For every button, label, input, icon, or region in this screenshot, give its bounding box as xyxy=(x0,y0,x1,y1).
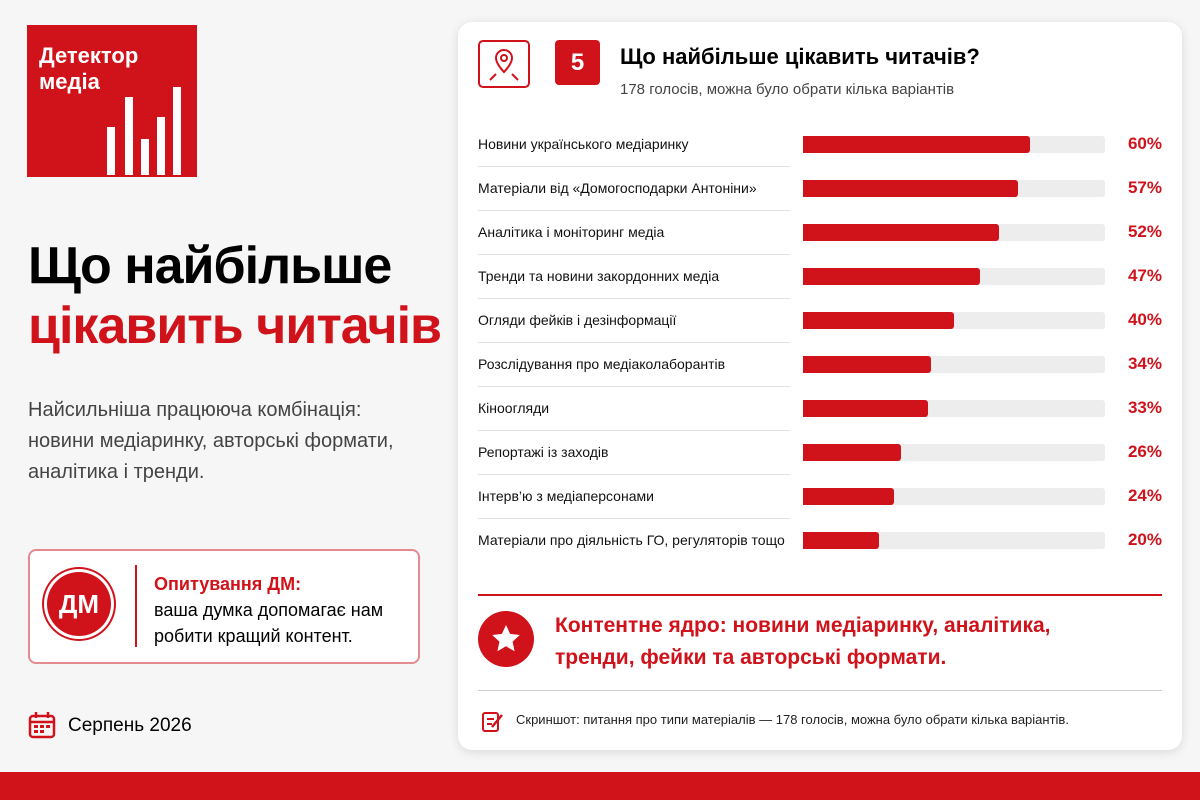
bar xyxy=(803,443,902,461)
category-label: Розслідування про медіаколаборантів xyxy=(478,356,726,372)
bar xyxy=(803,487,894,505)
conclusion-line: тренди, фейки та авторські формати. xyxy=(555,646,947,669)
note-icon xyxy=(482,712,503,732)
description-line: новини медіаринку, авторські формати, xyxy=(28,430,394,452)
row-separator xyxy=(478,386,790,387)
category-label: Кіноогляди xyxy=(478,400,550,416)
chart-panel: 5 Що найбільше цікавить читачів? 178 гол… xyxy=(458,22,1182,750)
row-separator xyxy=(478,518,790,519)
bar xyxy=(803,135,1030,153)
category-label: Матеріали від «Домогосподарки Антоніни» xyxy=(478,180,757,196)
calendar-icon xyxy=(28,712,56,739)
category-label: Огляди фейків і дезінформації xyxy=(478,312,677,328)
separator xyxy=(478,690,1162,691)
bottom-strip xyxy=(0,772,1200,800)
star-icon xyxy=(478,611,534,667)
date: Серпень 2026 xyxy=(68,715,192,736)
value-label: 57% xyxy=(1127,178,1162,197)
divider xyxy=(135,565,137,647)
conclusion: Контентне ядро: новини медіаринку, аналі… xyxy=(555,610,1050,674)
headline: Що найбільше цікавить читачів xyxy=(28,236,442,356)
value-label: 20% xyxy=(1127,530,1162,549)
chart-title: Що найбільше цікавить читачів? xyxy=(620,44,980,69)
bar-track xyxy=(803,531,1105,549)
value-label: 26% xyxy=(1127,442,1162,461)
category-label: Інтерв’ю з медіаперсонами xyxy=(478,488,654,504)
description: Найсильніша працююча комбінація: новини … xyxy=(28,395,394,488)
bar xyxy=(803,531,879,549)
survey-icon: ДМ xyxy=(44,569,114,639)
headline-line: Що найбільше xyxy=(28,237,392,295)
row-separator xyxy=(478,210,790,211)
bar xyxy=(803,223,1000,241)
row-separator xyxy=(478,430,790,431)
row-separator xyxy=(478,298,790,299)
value-label: 24% xyxy=(1127,486,1162,505)
value-label: 34% xyxy=(1127,354,1162,373)
row-separator xyxy=(478,342,790,343)
logo-line: медіа xyxy=(39,69,100,94)
survey-title: Опитування ДМ: xyxy=(154,574,302,594)
footnote: Скриншот: питання про типи матеріалів — … xyxy=(516,712,1069,727)
survey-line: ваша думка допомагає нам xyxy=(154,600,384,620)
survey-box: ДМ Опитування ДМ: ваша думка допомагає н… xyxy=(28,549,420,664)
row-separator xyxy=(478,254,790,255)
row-separator xyxy=(478,166,790,167)
value-label: 40% xyxy=(1127,310,1162,329)
bar xyxy=(803,355,932,373)
chart-subtitle: 178 голосів, можна було обрати кілька ва… xyxy=(620,81,955,98)
logo-text: Детектор медіа xyxy=(39,43,138,95)
survey-text: Опитування ДМ: ваша думка допомагає нам … xyxy=(154,571,383,649)
value-label: 60% xyxy=(1127,134,1162,153)
logo: Детектор медіа xyxy=(27,25,197,177)
bar xyxy=(803,399,928,417)
logo-line: Детектор xyxy=(39,43,139,68)
conclusion-line: Контентне ядро: новини медіаринку, аналі… xyxy=(555,614,1051,637)
question-number: 5 xyxy=(555,40,600,85)
logo-bars xyxy=(107,87,181,175)
category-label: Репортажі із заходів xyxy=(478,444,609,460)
category-label: Тренди та новини закордонних медіа xyxy=(478,268,720,284)
category-label: Аналітика і моніторинг медіа xyxy=(478,224,665,240)
value-label: 33% xyxy=(1127,398,1162,417)
bar xyxy=(803,311,954,329)
survey-line: робити кращий контент. xyxy=(154,626,353,646)
bar xyxy=(803,267,981,285)
description-line: аналітика і тренди. xyxy=(28,461,205,483)
description-line: Найсильніша працююча комбінація: xyxy=(28,399,362,421)
headline-line: цікавить читачів xyxy=(28,297,442,355)
row-separator xyxy=(478,474,790,475)
location-icon xyxy=(478,40,530,88)
separator xyxy=(478,594,1162,596)
category-label: Матеріали про діяльність ГО, регуляторів… xyxy=(478,532,785,548)
value-label: 47% xyxy=(1127,266,1162,285)
bar xyxy=(803,179,1019,197)
value-label: 52% xyxy=(1127,222,1162,241)
category-label: Новини українського медіаринку xyxy=(478,136,689,152)
